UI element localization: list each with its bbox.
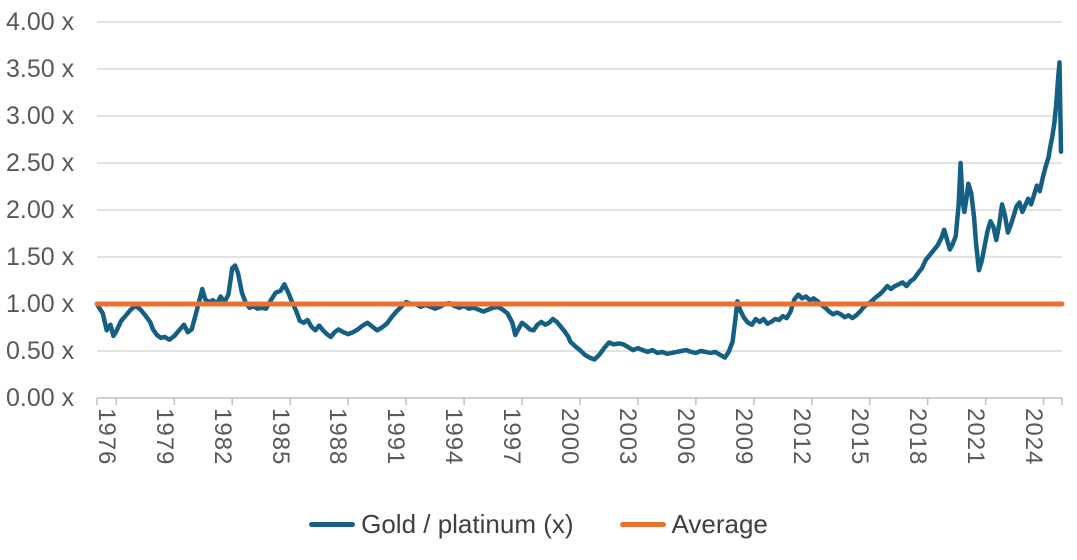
x-tick-label: 2018 (904, 408, 931, 466)
y-tick-label: 3.50 x (6, 55, 75, 83)
x-tick-label: 2003 (614, 408, 641, 466)
y-tick-label: 4.00 x (6, 8, 75, 36)
legend-label-gold-platinum: Gold / platinum (x) (361, 508, 574, 539)
legend-label-average: Average (671, 508, 768, 539)
gold-platinum-line (95, 60, 1064, 362)
x-tick-label: 2024 (1020, 408, 1047, 466)
x-tick-label: 2009 (730, 408, 757, 466)
y-tick-label: 1.00 x (6, 290, 75, 318)
x-tick-label: 2021 (962, 408, 989, 466)
average-line-swatch (619, 521, 666, 527)
x-tick-label: 1991 (382, 408, 409, 466)
gold-platinum-line-swatch (309, 521, 356, 527)
x-tick-label: 1994 (440, 408, 467, 466)
x-tick-label: 1976 (93, 408, 120, 466)
legend-item-gold-platinum: Gold / platinum (x) (309, 508, 574, 540)
y-tick-label: 0.00 x (6, 384, 75, 412)
x-tick-label: 1988 (324, 408, 351, 466)
x-tick-label: 1979 (151, 408, 178, 466)
x-tick-label: 1997 (498, 408, 525, 466)
legend-item-average: Average (619, 508, 768, 540)
x-tick-label: 2006 (672, 408, 699, 466)
y-tick-label: 2.50 x (6, 149, 75, 177)
y-tick-label: 3.00 x (6, 102, 75, 130)
y-tick-label: 2.00 x (6, 196, 75, 224)
x-tick-label: 2000 (556, 408, 583, 466)
y-tick-label: 0.50 x (6, 337, 75, 365)
x-tick-label: 1985 (267, 408, 294, 466)
x-tick-label: 2015 (846, 408, 873, 466)
x-tick-label: 2012 (788, 408, 815, 466)
y-tick-label: 1.50 x (6, 243, 75, 271)
x-tick-label: 1982 (209, 408, 236, 466)
legend: Gold / platinum (x) Average (0, 503, 1077, 545)
